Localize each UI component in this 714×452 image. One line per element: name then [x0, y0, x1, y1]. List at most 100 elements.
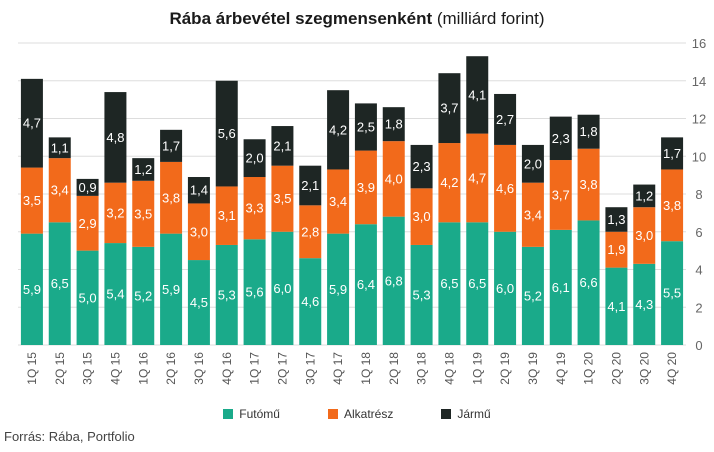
data-label: 2,5	[357, 119, 375, 134]
data-label: 5,0	[79, 290, 97, 305]
data-label: 4,5	[190, 295, 208, 310]
data-label: 3,4	[329, 194, 347, 209]
x-tick-label: 2Q 16	[164, 352, 178, 385]
bar-segment-futomu	[494, 231, 517, 345]
bar-segment-jarmu	[438, 73, 461, 144]
data-label: 3,7	[552, 187, 570, 202]
bar-segment-alkatresz	[271, 165, 294, 232]
x-tick-label: 3Q 20	[637, 352, 651, 385]
bar-segment-alkatresz	[187, 203, 210, 261]
data-label: 1,1	[51, 140, 69, 155]
x-tick-label: 1Q 19	[470, 352, 484, 385]
y-tick-label: 4	[695, 263, 702, 278]
data-label: 5,6	[218, 126, 236, 141]
data-label: 2,7	[496, 112, 514, 127]
bar-segment-alkatresz	[243, 177, 266, 240]
bar-segment-futomu	[104, 243, 127, 345]
data-label: 3,2	[106, 205, 124, 220]
data-label: 4,2	[329, 122, 347, 137]
bar-segment-alkatresz	[633, 207, 656, 264]
x-tick-label: 1Q 18	[359, 352, 373, 385]
bar-segment-alkatresz	[382, 141, 405, 217]
data-label: 4,8	[106, 130, 124, 145]
data-label: 1,3	[607, 212, 625, 227]
x-tick-label: 3Q 16	[192, 352, 206, 385]
data-label: 2,1	[301, 178, 319, 193]
data-label: 5,4	[106, 287, 124, 302]
bar-segment-alkatresz	[104, 182, 127, 244]
labels-layer: 5,9 3,5 4,7 6,5 3,4 1,1 5,0 2,9 0,9 5,4 3,2 4,8 5,2 3…	[23, 87, 681, 313]
data-label: 4,2	[440, 175, 458, 190]
bar-segment-alkatresz	[466, 133, 489, 223]
data-label: 1,8	[580, 124, 598, 139]
y-tick-label: 10	[692, 149, 706, 164]
bar-segment-futomu	[76, 250, 99, 345]
bar-segment-alkatresz	[327, 169, 350, 234]
bar-segment-futomu	[438, 222, 461, 345]
bar-segment-alkatresz	[410, 188, 433, 245]
bar-segment-jarmu	[76, 178, 99, 196]
source-note: Forrás: Rába, Portfolio	[4, 429, 135, 444]
data-label: 0,9	[79, 180, 97, 195]
data-label: 3,5	[23, 193, 41, 208]
data-label: 5,3	[218, 287, 236, 302]
data-label: 3,3	[246, 201, 264, 216]
data-label: 6,0	[496, 281, 514, 296]
bar-segment-futomu	[160, 233, 183, 345]
bar-segment-jarmu	[521, 144, 544, 183]
legend-swatch	[327, 409, 338, 419]
x-tick-label: 3Q 17	[303, 352, 317, 385]
legend-swatch	[223, 409, 234, 419]
data-label: 1,9	[607, 242, 625, 257]
data-label: 4,6	[496, 181, 514, 196]
legend-item-futomu: Futómű	[223, 407, 280, 421]
data-label: 1,7	[663, 146, 681, 161]
data-label: 3,0	[190, 224, 208, 239]
bar-segment-futomu	[382, 216, 405, 345]
data-label: 6,1	[552, 280, 570, 295]
bar-segment-jarmu	[661, 137, 684, 170]
data-label: 4,6	[301, 294, 319, 309]
data-label: 3,5	[273, 191, 291, 206]
x-tick-label: 2Q 19	[498, 352, 512, 385]
grid-layer	[18, 42, 686, 346]
bar-segment-futomu	[410, 244, 433, 345]
bar-segment-jarmu	[271, 126, 294, 166]
bar-segment-futomu	[243, 239, 266, 345]
legend-label: Futómű	[239, 407, 280, 421]
bar-segment-alkatresz	[438, 143, 461, 223]
legend-label: Jármű	[457, 407, 491, 421]
bar-segment-jarmu	[160, 129, 183, 162]
bar-segment-futomu	[132, 246, 155, 345]
bar-segment-alkatresz	[549, 160, 572, 230]
x-tick-label: 4Q 15	[108, 352, 122, 385]
data-label: 1,7	[162, 138, 180, 153]
data-label: 5,5	[663, 286, 681, 301]
data-label: 3,8	[580, 177, 598, 192]
bar-segment-jarmu	[187, 177, 210, 204]
x-tick-label: 4Q 17	[331, 352, 345, 385]
bar-segment-jarmu	[299, 165, 322, 206]
bar-segment-jarmu	[605, 207, 628, 232]
data-label: 3,9	[357, 180, 375, 195]
bar-segment-futomu	[215, 244, 238, 345]
bars-layer	[20, 56, 684, 345]
axis-layer: 0 2 4 6 8 10 12 14 16 1Q 15 2Q 15 3Q 15 4Q 15 1Q 16 2Q…	[25, 36, 706, 385]
data-label: 5,9	[329, 282, 347, 297]
data-label: 4,0	[385, 171, 403, 186]
bar-segment-alkatresz	[605, 231, 628, 268]
bar-segment-jarmu	[48, 137, 71, 159]
data-label: 3,8	[663, 198, 681, 213]
bar-segment-alkatresz	[132, 180, 155, 247]
bar-segment-futomu	[549, 229, 572, 345]
legend-swatch	[441, 409, 452, 419]
data-label: 5,9	[23, 282, 41, 297]
data-label: 3,4	[51, 183, 69, 198]
x-tick-label: 4Q 19	[554, 352, 568, 385]
bar-segment-jarmu	[466, 56, 489, 134]
bar-segment-futomu	[521, 246, 544, 345]
data-label: 4,7	[468, 170, 486, 185]
data-label: 2,3	[413, 159, 431, 174]
y-tick-label: 6	[695, 225, 702, 240]
bar-segment-jarmu	[382, 107, 405, 142]
